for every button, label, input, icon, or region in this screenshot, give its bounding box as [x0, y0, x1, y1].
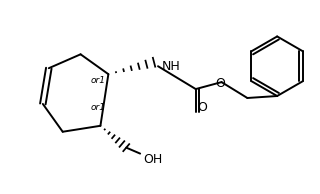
Text: O: O: [198, 101, 208, 114]
Text: or1: or1: [91, 103, 106, 112]
Text: or1: or1: [91, 76, 106, 85]
Text: OH: OH: [143, 153, 162, 166]
Text: O: O: [216, 77, 226, 90]
Text: NH: NH: [162, 60, 181, 73]
